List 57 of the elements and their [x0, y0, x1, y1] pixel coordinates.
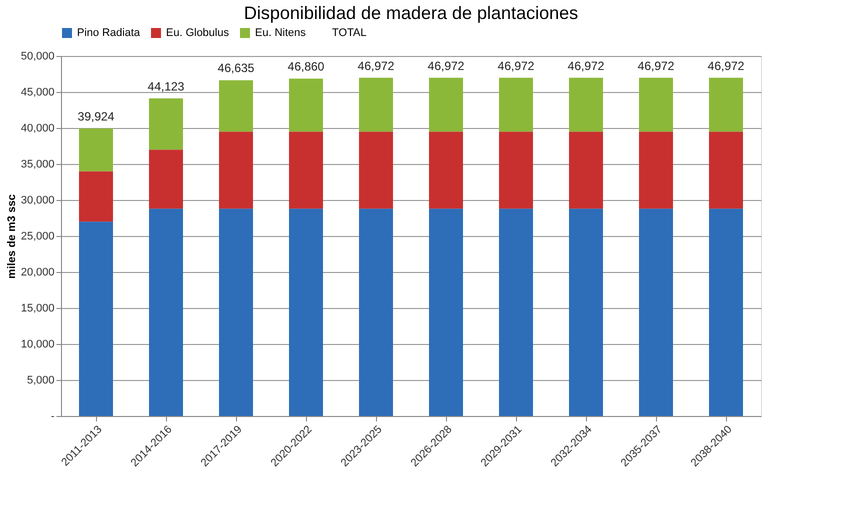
bar — [289, 78, 323, 132]
y-tick-label: 25,000 — [20, 230, 54, 242]
bar — [639, 78, 673, 132]
bar — [639, 132, 673, 209]
bar — [359, 78, 393, 132]
bar — [639, 208, 673, 416]
bar — [569, 132, 603, 209]
bar — [149, 98, 183, 150]
y-tick-label: 35,000 — [20, 158, 54, 170]
bar — [569, 208, 603, 416]
bar — [79, 222, 113, 416]
bar — [499, 208, 533, 416]
chart-title: Disponibilidad de madera de plantaciones — [244, 3, 578, 23]
total-label: 46,635 — [218, 61, 255, 76]
y-tick-label: 50,000 — [20, 50, 54, 62]
total-label: 46,972 — [498, 58, 535, 73]
text: TOTAL — [332, 27, 366, 39]
total-label: 46,972 — [708, 58, 745, 73]
total-label: 46,972 — [358, 58, 395, 73]
bar — [219, 80, 253, 132]
y-tick-label: 45,000 — [20, 86, 54, 98]
bar — [709, 208, 743, 416]
bar — [499, 78, 533, 132]
bar — [289, 132, 323, 209]
bar — [219, 132, 253, 209]
bar — [709, 78, 743, 132]
total-label: 46,972 — [638, 58, 675, 73]
y-tick-label: 40,000 — [20, 122, 54, 134]
total-label: 46,860 — [288, 60, 325, 74]
legend-label: Eu. Nitens — [255, 27, 306, 39]
y-tick-label: 20,000 — [20, 266, 54, 278]
total-label: 46,972 — [568, 58, 605, 73]
total-label: 39,924 — [78, 110, 115, 124]
y-tick-label: 15,000 — [20, 302, 54, 314]
total-label: 46,972 — [428, 58, 465, 73]
bar — [499, 132, 533, 209]
bar — [429, 208, 463, 416]
bar — [149, 208, 183, 416]
y-tick-label: 5,000 — [26, 374, 54, 386]
legend-label: Eu. Globulus — [166, 27, 230, 39]
bar — [79, 128, 113, 172]
bar — [429, 78, 463, 132]
bar — [219, 208, 253, 416]
bar — [79, 171, 113, 222]
legend-label: Pino Radiata — [77, 27, 141, 39]
y-tick-label: 30,000 — [20, 194, 54, 206]
y-tick-label: - — [50, 410, 55, 422]
y-axis-title: miles de m3 ssc — [6, 194, 18, 279]
y-tick-label: 10,000 — [20, 338, 54, 350]
bar — [709, 132, 743, 209]
bar — [359, 132, 393, 209]
bar — [149, 150, 183, 209]
bar — [359, 208, 393, 416]
total-label: 44,123 — [148, 79, 185, 94]
bar — [429, 132, 463, 209]
bar — [289, 208, 323, 416]
bar — [569, 78, 603, 132]
